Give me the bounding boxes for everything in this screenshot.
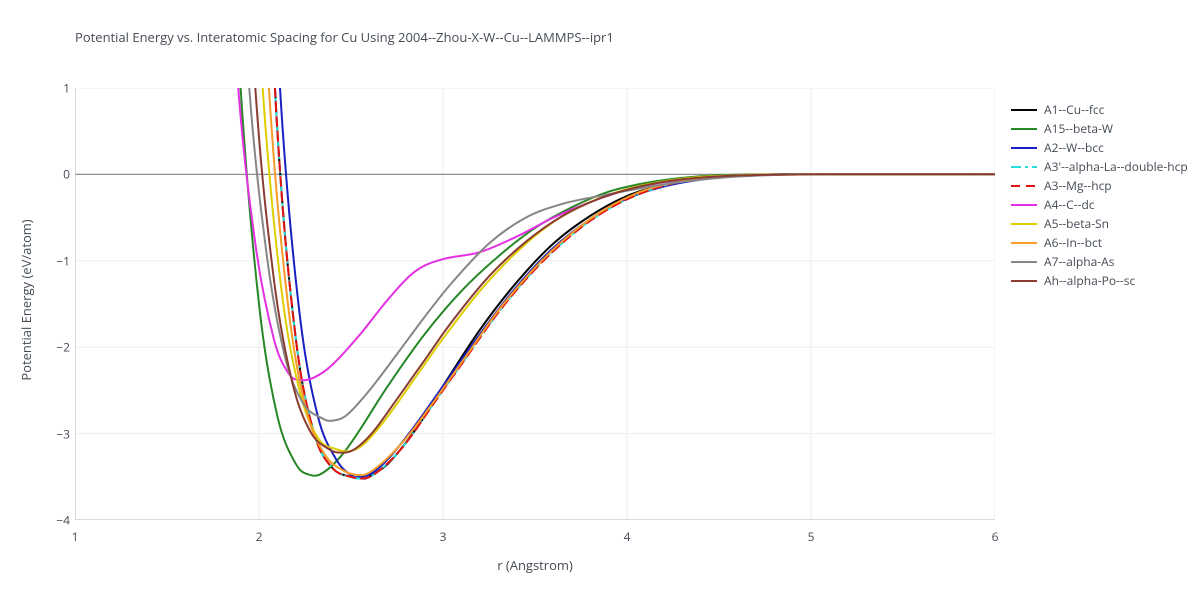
legend-swatch-icon <box>1010 180 1038 192</box>
legend-swatch-icon <box>1010 218 1038 230</box>
series-9[interactable] <box>237 88 995 453</box>
legend-label: A6--In--bct <box>1044 234 1102 251</box>
legend-item-5[interactable]: A4--C--dc <box>1010 195 1188 214</box>
x-tick-label: 6 <box>992 528 999 545</box>
grid-layer <box>75 88 995 520</box>
legend-label: Ah--alpha-Po--sc <box>1044 272 1135 289</box>
series-8[interactable] <box>230 88 995 421</box>
legend-label: A1--Cu--fcc <box>1044 101 1104 118</box>
y-tick-label: 0 <box>30 166 70 183</box>
legend-label: A2--W--bcc <box>1044 139 1104 156</box>
x-tick-label: 4 <box>624 528 631 545</box>
legend-label: A4--C--dc <box>1044 196 1095 213</box>
legend-swatch-icon <box>1010 275 1038 287</box>
legend-item-0[interactable]: A1--Cu--fcc <box>1010 100 1188 119</box>
chart-title: Potential Energy vs. Interatomic Spacing… <box>75 28 614 46</box>
legend: A1--Cu--fcc A15--beta-W A2--W--bcc A3'--alp… <box>1010 100 1188 290</box>
chart-container: Potential Energy vs. Interatomic Spacing… <box>0 0 1200 600</box>
legend-item-9[interactable]: Ah--alpha-Po--sc <box>1010 271 1188 290</box>
y-tick-label: 1 <box>30 80 70 97</box>
legend-swatch-icon <box>1010 161 1038 173</box>
series-1[interactable] <box>222 88 995 476</box>
series-6[interactable] <box>244 88 995 451</box>
legend-item-2[interactable]: A2--W--bcc <box>1010 138 1188 157</box>
legend-swatch-icon <box>1010 237 1038 249</box>
legend-item-8[interactable]: A7--alpha-As <box>1010 252 1188 271</box>
legend-label: A5--beta-Sn <box>1044 215 1109 232</box>
legend-label: A7--alpha-As <box>1044 253 1114 270</box>
legend-item-4[interactable]: A3--Mg--hcp <box>1010 176 1188 195</box>
x-tick-label: 5 <box>808 528 815 545</box>
series-layer <box>219 88 995 479</box>
legend-item-7[interactable]: A6--In--bct <box>1010 233 1188 252</box>
legend-swatch-icon <box>1010 256 1038 268</box>
x-tick-label: 2 <box>256 528 263 545</box>
legend-label: A3--Mg--hcp <box>1044 177 1112 194</box>
series-5[interactable] <box>219 88 995 380</box>
legend-swatch-icon <box>1010 199 1038 211</box>
series-7[interactable] <box>252 88 995 475</box>
x-tick-label: 1 <box>72 528 79 545</box>
y-tick-label: −2 <box>30 339 70 356</box>
y-tick-label: −1 <box>30 252 70 269</box>
legend-swatch-icon <box>1010 142 1038 154</box>
axis-layer <box>75 88 995 520</box>
legend-item-3[interactable]: A3'--alpha-La--double-hcp <box>1010 157 1188 176</box>
plot-area[interactable] <box>75 88 995 520</box>
legend-item-1[interactable]: A15--beta-W <box>1010 119 1188 138</box>
legend-swatch-icon <box>1010 123 1038 135</box>
x-axis-label: r (Angstrom) <box>497 556 573 574</box>
legend-label: A15--beta-W <box>1044 120 1113 137</box>
y-tick-label: −3 <box>30 425 70 442</box>
legend-swatch-icon <box>1010 104 1038 116</box>
y-tick-label: −4 <box>30 512 70 529</box>
series-2[interactable] <box>263 88 995 477</box>
legend-item-6[interactable]: A5--beta-Sn <box>1010 214 1188 233</box>
x-tick-label: 3 <box>440 528 447 545</box>
y-axis-label: Potential Energy (eV/atom) <box>17 219 35 380</box>
legend-label: A3'--alpha-La--double-hcp <box>1044 158 1188 175</box>
